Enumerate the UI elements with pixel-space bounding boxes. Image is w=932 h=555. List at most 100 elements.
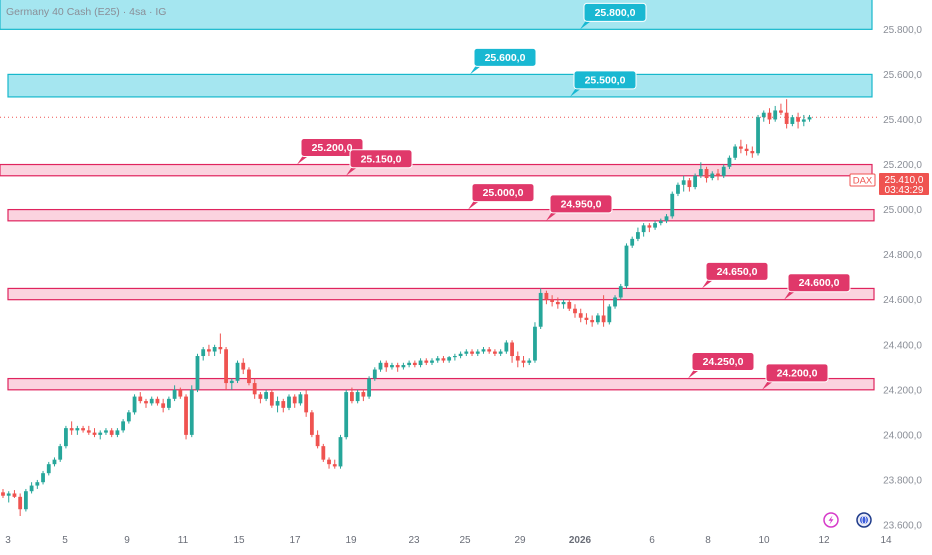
candle[interactable] xyxy=(372,367,377,381)
candle[interactable] xyxy=(773,105,778,122)
candle[interactable] xyxy=(287,394,291,411)
candle[interactable] xyxy=(281,398,286,413)
candle[interactable] xyxy=(75,425,80,435)
candle[interactable] xyxy=(590,315,595,327)
candle[interactable] xyxy=(447,356,452,363)
candle[interactable] xyxy=(104,428,108,435)
candle[interactable] xyxy=(464,349,469,357)
candle[interactable] xyxy=(115,428,120,438)
candle[interactable] xyxy=(18,493,23,516)
candle[interactable] xyxy=(750,146,755,158)
candle[interactable] xyxy=(470,349,474,357)
candle[interactable] xyxy=(435,356,440,363)
candle[interactable] xyxy=(538,288,543,329)
candle[interactable] xyxy=(275,396,280,413)
candle[interactable] xyxy=(178,387,183,399)
candle[interactable] xyxy=(41,470,45,485)
candle[interactable] xyxy=(561,299,566,309)
candle[interactable] xyxy=(595,313,600,325)
candle[interactable] xyxy=(390,362,394,370)
candle[interactable] xyxy=(533,322,537,363)
candle[interactable] xyxy=(670,191,675,219)
candle[interactable] xyxy=(738,139,743,154)
candle[interactable] xyxy=(756,114,760,156)
candle[interactable] xyxy=(81,425,85,433)
candle[interactable] xyxy=(229,378,234,390)
candle[interactable] xyxy=(744,144,749,156)
price-label[interactable]: 25.150,0 xyxy=(346,149,413,176)
candle[interactable] xyxy=(698,162,703,179)
candle[interactable] xyxy=(618,283,623,300)
candle[interactable] xyxy=(332,459,337,469)
price-label[interactable]: 24.250,0 xyxy=(688,352,755,379)
candle[interactable] xyxy=(527,358,532,366)
candle[interactable] xyxy=(189,385,194,438)
candle[interactable] xyxy=(126,410,131,424)
price-label[interactable]: 25.500,0 xyxy=(570,70,637,97)
candle[interactable] xyxy=(515,351,520,368)
candle[interactable] xyxy=(247,367,251,386)
candle[interactable] xyxy=(355,389,360,404)
candle[interactable] xyxy=(292,394,297,408)
candle[interactable] xyxy=(790,114,795,127)
candle[interactable] xyxy=(510,340,514,363)
candle[interactable] xyxy=(161,398,166,413)
support-zone[interactable] xyxy=(0,163,873,177)
candle[interactable] xyxy=(212,344,217,357)
candle[interactable] xyxy=(401,362,406,370)
candle[interactable] xyxy=(624,243,629,289)
candle[interactable] xyxy=(544,290,549,305)
candle[interactable] xyxy=(166,396,171,411)
candle[interactable] xyxy=(767,108,772,124)
candle[interactable] xyxy=(550,295,555,307)
candle[interactable] xyxy=(653,220,657,230)
candle[interactable] xyxy=(252,378,257,399)
candle[interactable] xyxy=(258,392,263,404)
candle[interactable] xyxy=(452,353,457,361)
candle[interactable] xyxy=(567,299,572,311)
candle[interactable] xyxy=(636,227,640,242)
candle[interactable] xyxy=(350,387,354,404)
candle[interactable] xyxy=(493,349,497,357)
x-axis[interactable]: 3 5 9 11 15 17 19 23 25 29 2026 6 8 10 12 14 xyxy=(5,535,892,546)
candle[interactable] xyxy=(601,295,606,327)
candle[interactable] xyxy=(481,347,486,354)
candle[interactable] xyxy=(315,430,320,449)
candle[interactable] xyxy=(149,396,154,406)
candle[interactable] xyxy=(338,434,343,469)
candle[interactable] xyxy=(578,308,583,323)
candle[interactable] xyxy=(676,182,680,197)
candle[interactable] xyxy=(201,347,206,361)
candle[interactable] xyxy=(29,482,34,494)
lightning-icon[interactable] xyxy=(823,512,839,528)
candle[interactable] xyxy=(573,304,577,318)
candle[interactable] xyxy=(6,491,11,503)
candle[interactable] xyxy=(224,347,228,390)
candle[interactable] xyxy=(418,358,423,368)
candle[interactable] xyxy=(487,347,492,354)
candle[interactable] xyxy=(344,389,349,440)
candle[interactable] xyxy=(784,99,789,129)
price-label[interactable]: 24.200,0 xyxy=(762,363,829,390)
candle[interactable] xyxy=(298,392,303,406)
candle[interactable] xyxy=(647,223,652,233)
candle[interactable] xyxy=(395,362,400,372)
support-zone[interactable] xyxy=(7,287,875,301)
candle[interactable] xyxy=(138,392,143,404)
resistance-zone[interactable] xyxy=(0,0,873,30)
candle[interactable] xyxy=(801,114,806,127)
candle[interactable] xyxy=(35,479,40,489)
price-label[interactable]: 24.600,0 xyxy=(784,273,851,300)
price-label[interactable]: 24.950,0 xyxy=(546,194,613,221)
candle[interactable] xyxy=(58,443,63,462)
candle[interactable] xyxy=(407,360,412,368)
candle[interactable] xyxy=(1,488,5,498)
candle[interactable] xyxy=(12,490,17,498)
candle[interactable] xyxy=(23,488,28,512)
candle[interactable] xyxy=(412,360,417,368)
candle[interactable] xyxy=(92,428,97,438)
support-zone[interactable] xyxy=(7,208,875,222)
candle[interactable] xyxy=(693,173,698,190)
candle[interactable] xyxy=(309,410,314,438)
